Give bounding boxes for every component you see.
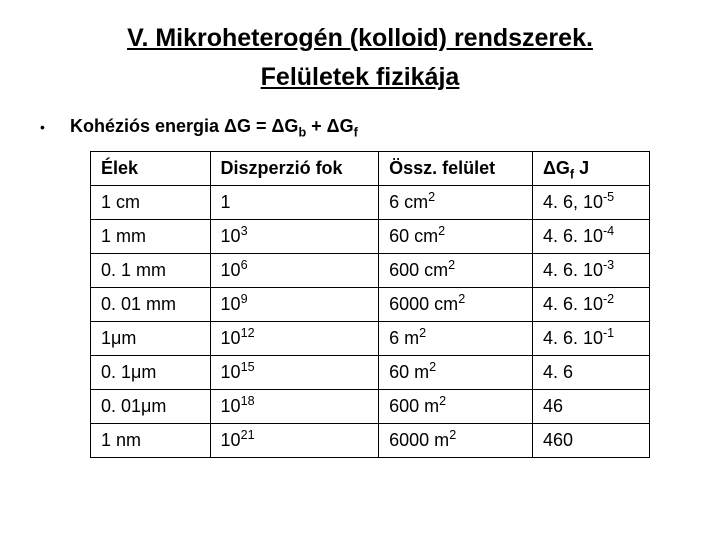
formula-prefix: Kohéziós energia — [70, 116, 224, 136]
cell-dgf: 4. 6 — [532, 356, 649, 390]
cell-dgf: 4. 6, 10-5 — [532, 186, 649, 220]
cell-disp: 109 — [210, 288, 379, 322]
cell-surf: 6 cm2 — [379, 186, 533, 220]
title-line-2: Felületek fizikája — [40, 63, 680, 92]
cell-elek: 1 mm — [91, 220, 211, 254]
cell-surf: 60 m2 — [379, 356, 533, 390]
table-header-row: Élek Diszperzió fok Össz. felület ΔGf J — [91, 152, 650, 186]
cell-surf: 60 cm2 — [379, 220, 533, 254]
slide-page: V. Mikroheterogén (kolloid) rendszerek. … — [0, 0, 720, 458]
cell-elek: 0. 1μm — [91, 356, 211, 390]
formula-text: Kohéziós energia ΔG = ΔGb + ΔGf — [70, 116, 358, 137]
cell-dgf: 46 — [532, 390, 649, 424]
cell-elek: 1μm — [91, 322, 211, 356]
table-row: 1 nm10216000 m2460 — [91, 424, 650, 458]
table-row: 0. 1μm101560 m24. 6 — [91, 356, 650, 390]
cell-elek: 0. 01μm — [91, 390, 211, 424]
data-table: Élek Diszperzió fok Össz. felület ΔGf J … — [90, 151, 650, 458]
table-row: 1 mm10360 cm24. 6. 10-4 — [91, 220, 650, 254]
cell-elek: 0. 1 mm — [91, 254, 211, 288]
cell-disp: 1018 — [210, 390, 379, 424]
cell-dgf: 460 — [532, 424, 649, 458]
table-row: 1 cm16 cm24. 6, 10-5 — [91, 186, 650, 220]
table-row: 1μm10126 m24. 6. 10-1 — [91, 322, 650, 356]
col-header-dgf: ΔGf J — [532, 152, 649, 186]
cell-elek: 0. 01 mm — [91, 288, 211, 322]
cell-disp: 1015 — [210, 356, 379, 390]
title-line-1: V. Mikroheterogén (kolloid) rendszerek. — [40, 24, 680, 53]
cell-disp: 106 — [210, 254, 379, 288]
cell-elek: 1 cm — [91, 186, 211, 220]
table-body: 1 cm16 cm24. 6, 10-51 mm10360 cm24. 6. 1… — [91, 186, 650, 458]
table-row: 0. 1 mm106600 cm24. 6. 10-3 — [91, 254, 650, 288]
cell-disp: 103 — [210, 220, 379, 254]
cell-surf: 6 m2 — [379, 322, 533, 356]
cell-dgf: 4. 6. 10-2 — [532, 288, 649, 322]
cell-surf: 600 m2 — [379, 390, 533, 424]
formula-row: • Kohéziós energia ΔG = ΔGb + ΔGf — [40, 116, 680, 137]
col-header-elek: Élek — [91, 152, 211, 186]
table-row: 0. 01μm1018600 m246 — [91, 390, 650, 424]
cell-surf: 600 cm2 — [379, 254, 533, 288]
bullet-icon: • — [40, 119, 70, 135]
cell-disp: 1 — [210, 186, 379, 220]
cell-elek: 1 nm — [91, 424, 211, 458]
col-header-disp: Diszperzió fok — [210, 152, 379, 186]
cell-dgf: 4. 6. 10-4 — [532, 220, 649, 254]
cell-dgf: 4. 6. 10-1 — [532, 322, 649, 356]
formula-core: ΔG = ΔGb + ΔGf — [224, 116, 358, 136]
cell-dgf: 4. 6. 10-3 — [532, 254, 649, 288]
cell-disp: 1012 — [210, 322, 379, 356]
table-row: 0. 01 mm1096000 cm24. 6. 10-2 — [91, 288, 650, 322]
cell-surf: 6000 cm2 — [379, 288, 533, 322]
col-header-surf: Össz. felület — [379, 152, 533, 186]
cell-surf: 6000 m2 — [379, 424, 533, 458]
cell-disp: 1021 — [210, 424, 379, 458]
